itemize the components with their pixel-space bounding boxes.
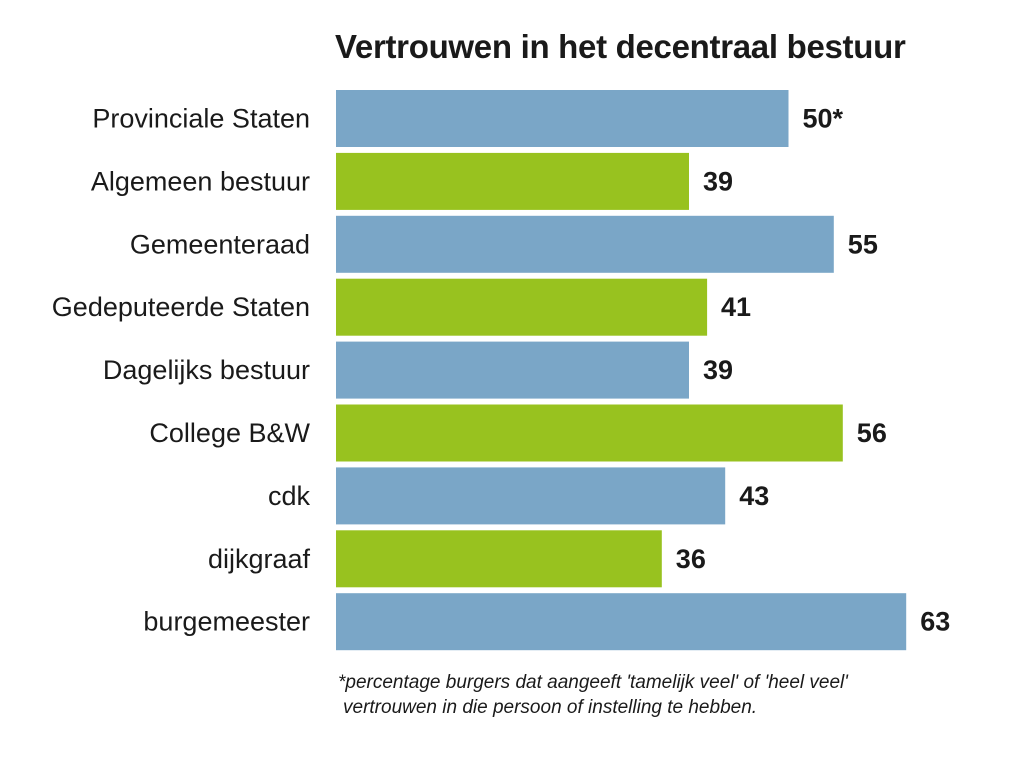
bar <box>336 90 789 147</box>
value-label: 56 <box>857 418 887 448</box>
value-label: 50* <box>803 104 844 134</box>
category-label: dijkgraaf <box>208 544 311 574</box>
value-label: 63 <box>920 607 950 637</box>
bar <box>336 467 726 525</box>
footnote-line: vertrouwen in die persoon of instelling … <box>343 697 758 718</box>
category-label: Dagelijks bestuur <box>103 355 310 385</box>
category-label: cdk <box>268 481 311 511</box>
value-label: 55 <box>848 229 878 259</box>
value-label: 39 <box>703 166 733 196</box>
bar <box>336 215 834 273</box>
footnote-line: *percentage burgers dat aangeeft 'tameli… <box>338 672 848 693</box>
bar <box>336 404 843 462</box>
chart-title: Vertrouwen in het decentraal bestuur <box>335 28 906 65</box>
value-label: 39 <box>703 355 733 385</box>
category-label: College B&W <box>149 418 310 448</box>
bar <box>336 278 708 336</box>
category-label: Provinciale Staten <box>92 104 310 134</box>
bar <box>336 593 907 651</box>
value-label: 36 <box>676 544 706 574</box>
bar <box>336 530 662 588</box>
bar <box>336 152 689 210</box>
category-label: Gemeenteraad <box>130 229 310 259</box>
value-label: 41 <box>721 292 751 322</box>
category-label: Gedeputeerde Staten <box>52 292 310 322</box>
category-label: burgemeester <box>143 607 310 637</box>
value-label: 43 <box>739 481 769 511</box>
bar <box>336 341 689 399</box>
footnote: *percentage burgers dat aangeeft 'tameli… <box>338 670 848 720</box>
category-label: Algemeen bestuur <box>91 166 310 196</box>
